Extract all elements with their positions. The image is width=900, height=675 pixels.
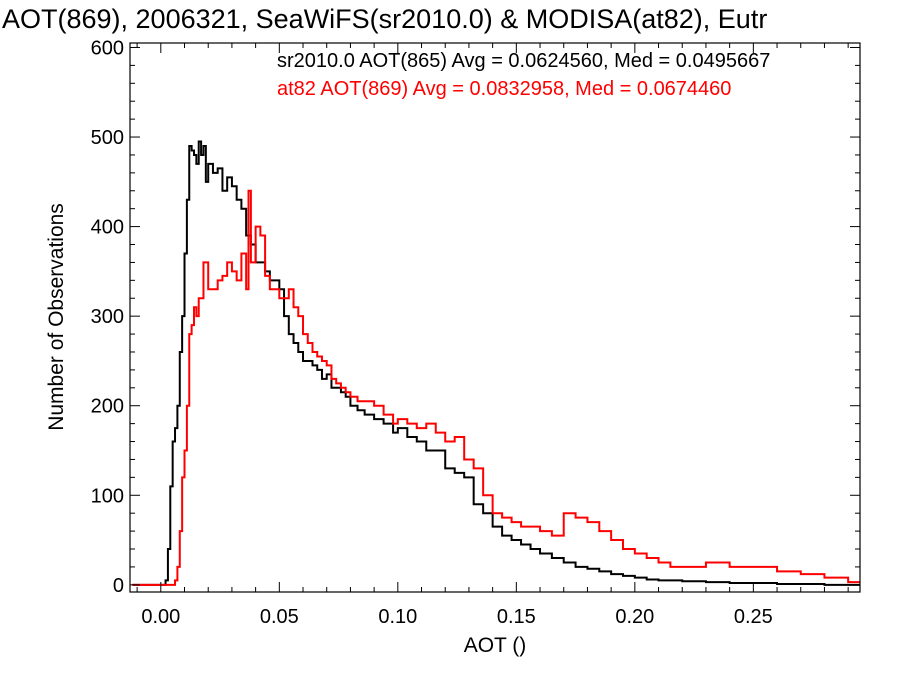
legend-entry-sr2010: sr2010.0 AOT(865) Avg = 0.0624560, Med =… xyxy=(277,50,770,72)
plot-area: 0.00 0.05 0.10 0.15 0.20 0.25 0 100 200 300 400 500… xyxy=(91,37,861,628)
y-tick-label: 600 xyxy=(91,37,124,59)
y-tick-label: 300 xyxy=(91,306,124,328)
x-tick-label: 0.05 xyxy=(260,606,299,628)
series-line-at82 xyxy=(132,189,860,586)
plot-frame xyxy=(129,42,861,593)
legend-entry-at82: at82 AOT(869) Avg = 0.0832958, Med = 0.0… xyxy=(277,78,731,100)
x-axis-label: AOT () xyxy=(464,634,527,657)
chart-title: AOT(869), 2006321, SeaWiFS(sr2010.0) & M… xyxy=(2,4,767,34)
y-axis-label: Number of Observations xyxy=(45,203,68,431)
y-tick-label: 400 xyxy=(91,217,124,239)
tick-layer: 0.00 0.05 0.10 0.15 0.20 0.25 0 100 200 300 400 500… xyxy=(91,37,860,628)
x-tick-label: 0.15 xyxy=(497,606,536,628)
series-line-sr2010 xyxy=(132,140,860,586)
x-tick-label: 0.25 xyxy=(734,606,773,628)
y-tick-label: 500 xyxy=(91,127,124,149)
series-layer xyxy=(132,140,860,586)
y-tick-label: 0 xyxy=(113,575,124,597)
x-tick-label: 0.20 xyxy=(615,606,654,628)
x-tick-label: 0.00 xyxy=(141,606,180,628)
y-tick-label: 200 xyxy=(91,396,124,418)
x-tick-label: 0.10 xyxy=(378,606,417,628)
y-tick-label: 100 xyxy=(91,485,124,507)
